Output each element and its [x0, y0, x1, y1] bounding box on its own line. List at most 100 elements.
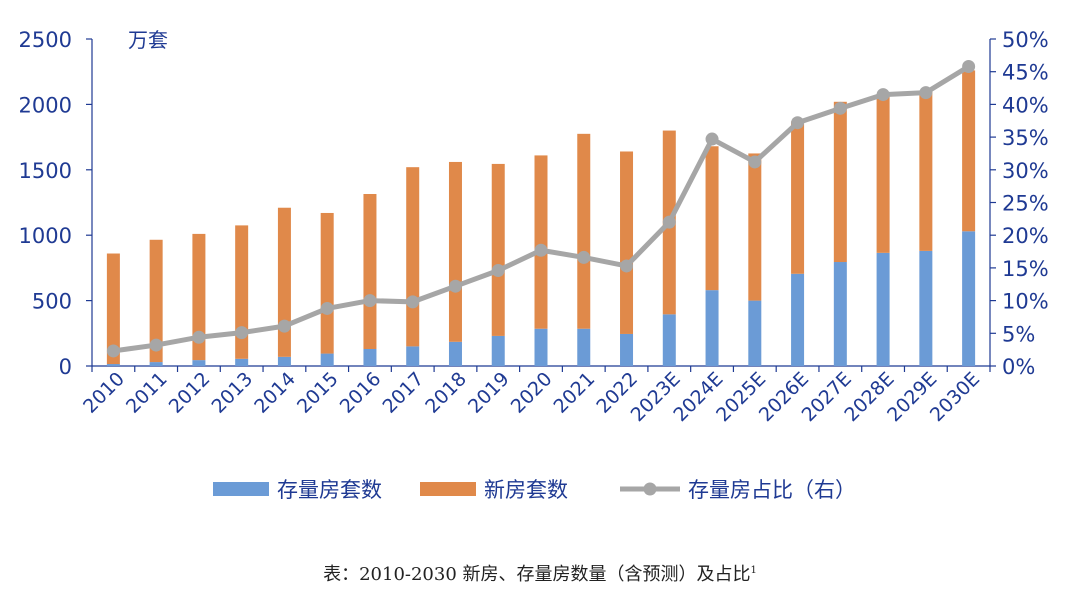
- bar-new-home: [791, 121, 805, 274]
- line-point: [534, 243, 548, 257]
- y-left-tick-label: 500: [32, 290, 72, 314]
- bar-existing-home: [320, 353, 334, 366]
- bar-existing-home: [149, 362, 163, 366]
- y-left-tick-label: 1500: [19, 159, 72, 183]
- y-right-tick-label: 5%: [1002, 322, 1035, 346]
- caption-text: 表：2010-2030 新房、存量房数量（含预测）及占比: [323, 564, 751, 585]
- y-right-tick-label: 25%: [1002, 192, 1049, 216]
- y-right-tick-label: 50%: [1002, 28, 1049, 52]
- y-right-tick-label: 45%: [1002, 61, 1049, 85]
- y-right-tick-label: 20%: [1002, 224, 1049, 248]
- bar-new-home: [876, 95, 890, 253]
- bar-existing-home: [277, 356, 291, 366]
- legend-swatch: [420, 482, 476, 496]
- bar-existing-home: [705, 290, 719, 366]
- line-point: [235, 326, 249, 340]
- y-right-tick-label: 15%: [1002, 257, 1049, 281]
- line-point: [192, 330, 206, 344]
- line-point: [833, 101, 847, 115]
- y-left-tick-label: 0: [59, 355, 72, 379]
- line-point: [320, 301, 334, 315]
- line-point: [149, 338, 163, 352]
- bars-layer: [106, 70, 976, 366]
- x-tick-label: 2015: [293, 368, 343, 418]
- line-point: [662, 215, 676, 229]
- bar-existing-home: [833, 262, 847, 366]
- bar-new-home: [192, 233, 206, 361]
- x-tick-label: 2018: [421, 368, 471, 418]
- y-right-tick-label: 10%: [1002, 290, 1049, 314]
- y-right-tick-label: 35%: [1002, 126, 1049, 150]
- x-tick-label: 2011: [122, 368, 172, 418]
- line-layer: [106, 59, 976, 358]
- bar-existing-home: [662, 314, 676, 366]
- bar-new-home: [149, 239, 163, 363]
- line-point: [705, 132, 719, 146]
- bar-new-home: [235, 225, 249, 359]
- bar-new-home: [919, 91, 933, 251]
- bar-existing-home: [748, 300, 762, 366]
- line-point: [491, 264, 505, 278]
- line-point: [962, 59, 976, 73]
- bar-new-home: [962, 70, 976, 232]
- y-left-tick-label: 2000: [19, 93, 72, 117]
- legend-item: 存量房套数: [213, 478, 382, 502]
- bar-new-home: [705, 146, 719, 291]
- y-left-tick-label: 1000: [19, 224, 72, 248]
- x-tick-label: 2030E: [926, 368, 984, 426]
- axes-layer: 0 500 1000 1500 2000 2500 0% 5% 10% 15% 20% 25% 30% 3…: [19, 28, 1049, 426]
- legend-label: 存量房占比（右）: [688, 478, 856, 502]
- bar-existing-home: [106, 364, 120, 366]
- bar-existing-home: [620, 333, 634, 366]
- x-tick-label: 2016: [336, 368, 386, 418]
- line-point: [363, 294, 377, 308]
- bar-new-home: [363, 193, 377, 349]
- legend-item: 存量房占比（右）: [620, 478, 856, 502]
- x-tick-label: 2010: [79, 368, 129, 418]
- bar-existing-home: [363, 348, 377, 366]
- y-right-tick-label: 30%: [1002, 159, 1049, 183]
- bar-new-home: [620, 151, 634, 334]
- line-point: [277, 319, 291, 333]
- line-point: [106, 344, 120, 358]
- x-tick-label: 2020: [507, 368, 557, 418]
- bar-existing-home: [876, 252, 890, 366]
- bar-existing-home: [962, 231, 976, 366]
- bar-new-home: [534, 155, 548, 329]
- legend-label: 新房套数: [484, 478, 568, 502]
- bar-new-home: [320, 212, 334, 354]
- bar-new-home: [448, 161, 462, 342]
- unit-label: 万套: [128, 28, 168, 52]
- bar-existing-home: [491, 335, 505, 366]
- bar-new-home: [106, 253, 120, 365]
- bar-existing-home: [448, 341, 462, 366]
- y-right-tick-label: 40%: [1002, 93, 1049, 117]
- x-tick-label: 2021: [550, 368, 600, 418]
- bar-existing-home: [235, 358, 249, 366]
- x-tick-label: 2013: [207, 368, 257, 418]
- line-point: [577, 250, 591, 264]
- line-point: [876, 88, 890, 102]
- x-tick-label: 2019: [464, 368, 514, 418]
- bar-new-home: [406, 167, 420, 347]
- line-point: [791, 116, 805, 130]
- bar-new-home: [277, 207, 291, 357]
- bar-existing-home: [406, 346, 420, 366]
- line-point: [406, 295, 420, 309]
- bar-existing-home: [534, 328, 548, 366]
- legend-item: 新房套数: [420, 478, 568, 502]
- legend-swatch: [213, 482, 269, 496]
- bar-new-home: [577, 133, 591, 329]
- legend-swatch-marker: [643, 482, 657, 496]
- bar-existing-home: [791, 273, 805, 366]
- bar-new-home: [833, 101, 847, 263]
- figure-caption: 表：2010-2030 新房、存量房数量（含预测）及占比1: [0, 560, 1080, 586]
- bar-existing-home: [577, 328, 591, 366]
- bar-existing-home: [192, 360, 206, 366]
- bar-existing-home: [919, 250, 933, 366]
- line-point: [620, 259, 634, 273]
- x-tick-label: 2012: [165, 368, 215, 418]
- y-left-tick-label: 2500: [19, 28, 72, 52]
- bar-new-home: [748, 153, 762, 301]
